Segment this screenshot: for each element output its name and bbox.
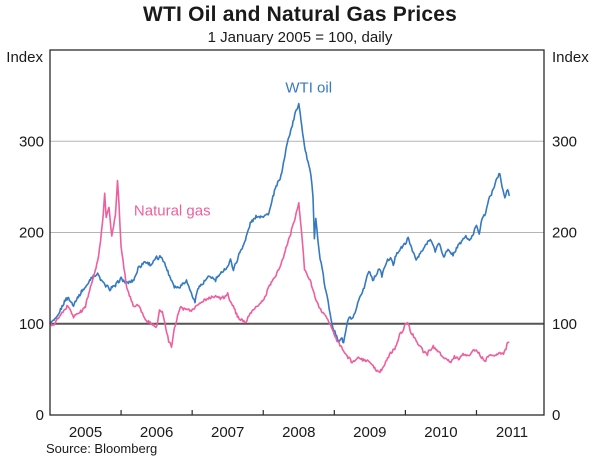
natural-gas-line (50, 179, 510, 374)
chart-title: WTI Oil and Natural Gas Prices (142, 3, 458, 26)
y-tick-label-left-200: 200 (19, 225, 44, 242)
y-tick-label-right-200: 200 (552, 225, 577, 242)
x-tick-label-2008: 2008 (282, 424, 315, 441)
y-tick-label-right-0: 0 (552, 407, 560, 424)
series-label-natural-gas: Natural gas (133, 202, 211, 220)
chart-subtitle: 1 January 2005 = 100, daily (207, 29, 393, 46)
source-note: Source: Bloomberg (46, 441, 158, 456)
x-tick-label-2006: 2006 (140, 424, 173, 441)
x-tick-label-2010: 2010 (424, 424, 457, 441)
x-tick-label-2005: 2005 (69, 424, 102, 441)
y-tick-label-left-300: 300 (19, 133, 44, 150)
x-tick-label-2009: 2009 (353, 424, 386, 441)
y-axis-label-left: Index (6, 49, 43, 66)
y-tick-label-left-0: 0 (36, 407, 44, 424)
y-tick-label-right-300: 300 (552, 133, 577, 150)
plot-frame (49, 49, 545, 416)
y-axis-label-right: Index (552, 49, 589, 66)
series-group (50, 102, 510, 374)
x-tick-label-2007: 2007 (211, 424, 244, 441)
series-label-wti-oil: WTI oil (285, 79, 333, 97)
wti-oil-line (50, 102, 510, 344)
y-tick-label-right-100: 100 (552, 316, 577, 333)
y-tick-label-left-100: 100 (19, 316, 44, 333)
x-tick-label-2011: 2011 (496, 424, 528, 441)
